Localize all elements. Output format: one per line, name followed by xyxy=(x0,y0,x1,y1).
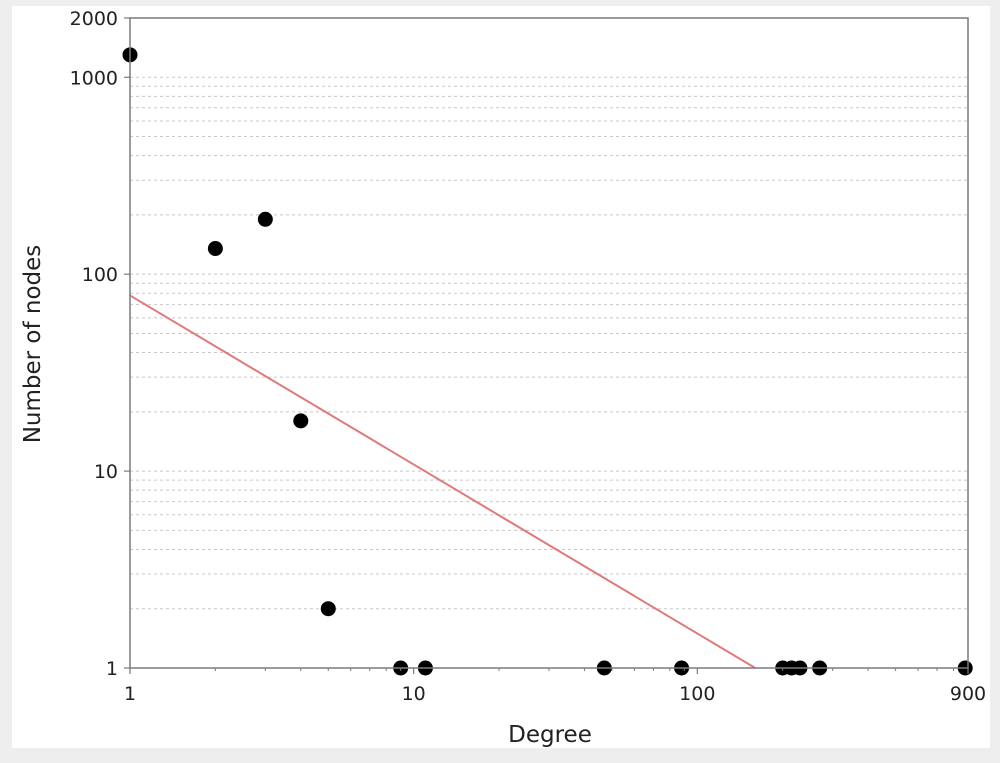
x-tick-label: 900 xyxy=(950,683,986,705)
y-tick-label: 1000 xyxy=(70,67,118,89)
x-tick-labels: 1 10 100 900 xyxy=(124,668,986,705)
y-tick-labels: 1 10 100 1000 2000 xyxy=(70,8,130,680)
data-point xyxy=(320,601,336,617)
fit-line xyxy=(129,294,756,669)
data-point xyxy=(293,413,309,429)
x-tick-label: 10 xyxy=(402,683,426,705)
y-axis-title: Number of nodes xyxy=(20,245,46,444)
plot-area xyxy=(130,18,968,668)
y-tick-label: 2000 xyxy=(70,8,118,30)
y-tick-label: 100 xyxy=(82,264,118,286)
data-point xyxy=(207,241,223,257)
y-tick-label: 10 xyxy=(94,461,118,483)
x-tick-label: 100 xyxy=(679,683,715,705)
fit-line-layer xyxy=(129,294,756,669)
x-tick-label: 1 xyxy=(124,683,136,705)
grid-lines xyxy=(130,76,968,610)
y-tick-label: 1 xyxy=(106,658,118,680)
data-point xyxy=(257,211,273,227)
x-axis-title: Degree xyxy=(508,722,592,748)
